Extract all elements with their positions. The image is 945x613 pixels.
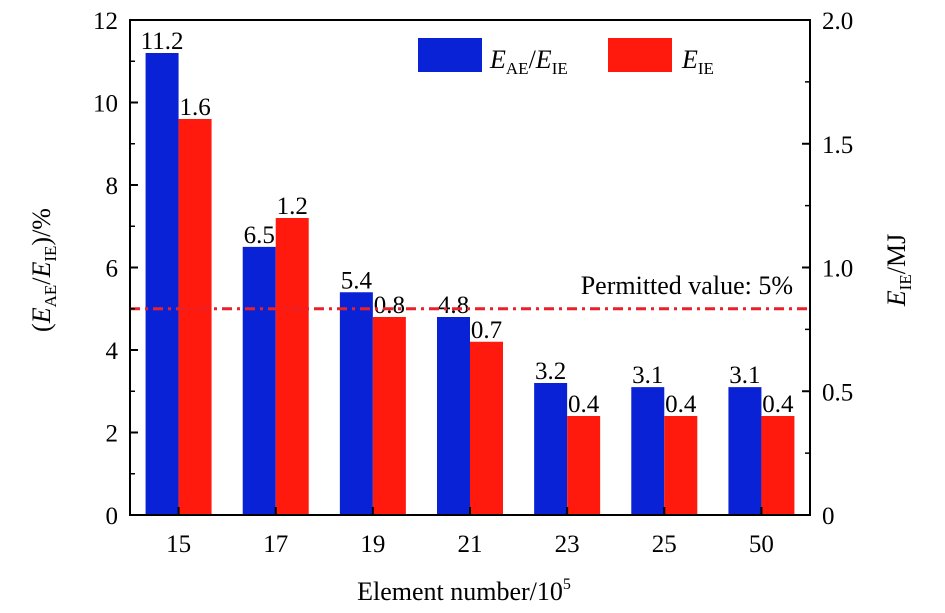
bar-eae-eie-23 <box>534 383 568 515</box>
x-axis-ticks: 15 17 19 21 23 25 50 <box>166 507 774 558</box>
bar-eie-17 <box>275 218 309 515</box>
x-tick-label-23: 23 <box>555 531 580 558</box>
bar-eae-eie-17 <box>242 246 276 515</box>
left-tick-label-12: 12 <box>93 8 118 35</box>
x-tick-label-17: 17 <box>263 531 288 558</box>
legend-swatch-eie <box>608 38 672 72</box>
data-label-eae-eie-50: 3.1 <box>729 362 760 389</box>
bar-eie-50 <box>761 416 795 515</box>
right-tick-label-2.0: 2.0 <box>822 8 853 35</box>
data-labels-layer: 11.21.66.51.25.40.8 4.80.73.20.43.10.43.1… <box>141 28 794 418</box>
right-tick-label-1.5: 1.5 <box>822 132 853 159</box>
x-tick-label-50: 50 <box>749 531 774 558</box>
data-label-eae-eie-19: 5.4 <box>341 267 373 294</box>
bar-eie-23 <box>567 416 601 515</box>
bar-eae-eie-15 <box>145 53 179 515</box>
bars-layer <box>145 53 795 515</box>
left-tick-label-0: 0 <box>106 503 119 530</box>
left-tick-label-8: 8 <box>106 173 119 200</box>
data-label-eae-eie-25: 3.1 <box>632 362 663 389</box>
data-label-eie-50: 0.4 <box>762 391 794 418</box>
bar-eae-eie-21 <box>437 317 470 515</box>
x-tick-label-15: 15 <box>166 531 191 558</box>
data-label-eae-eie-21: 4.8 <box>438 292 469 319</box>
data-label-eae-eie-17: 6.5 <box>244 222 275 249</box>
bar-eie-15 <box>178 119 212 515</box>
left-y-axis-title: (EAE/EIE)/% <box>27 208 60 332</box>
x-axis-title: Element number/105 <box>357 576 571 606</box>
bar-eae-eie-19 <box>339 292 373 515</box>
data-label-eie-25: 0.4 <box>665 391 697 418</box>
bar-eie-25 <box>664 416 698 515</box>
data-label-eie-17: 1.2 <box>277 193 308 220</box>
bar-eae-eie-25 <box>631 387 665 515</box>
left-tick-label-4: 4 <box>106 338 119 365</box>
left-tick-label-10: 10 <box>93 91 118 118</box>
data-label-eie-21: 0.7 <box>471 317 502 344</box>
right-tick-label-0: 0 <box>822 503 835 530</box>
data-label-eae-eie-23: 3.2 <box>535 358 566 385</box>
legend-swatch-eae-eie <box>418 38 482 72</box>
bar-eae-eie-50 <box>728 387 762 515</box>
left-axis-ticks: 0 2 4 6 8 10 12 <box>93 8 138 530</box>
right-y-axis-title: EIE/MJ <box>882 234 915 307</box>
right-axis-ticks: 0 0.5 1.0 1.5 2.0 <box>802 8 853 530</box>
legend-label-eae-eie: EAE/EIE <box>489 45 568 78</box>
bar-eie-21 <box>470 341 503 515</box>
left-tick-label-2: 2 <box>106 421 119 448</box>
x-tick-label-25: 25 <box>652 531 677 558</box>
data-label-eie-23: 0.4 <box>568 391 600 418</box>
x-tick-label-19: 19 <box>360 531 385 558</box>
x-tick-label-21: 21 <box>458 531 483 558</box>
right-tick-label-1.0: 1.0 <box>822 256 853 283</box>
left-tick-label-6: 6 <box>106 256 119 283</box>
data-label-eie-19: 0.8 <box>374 292 405 319</box>
bar-eie-19 <box>372 317 406 515</box>
data-label-eae-eie-15: 11.2 <box>141 28 184 55</box>
right-tick-label-0.5: 0.5 <box>822 379 853 406</box>
legend-label-eie: EIE <box>681 45 714 78</box>
data-label-eie-15: 1.6 <box>179 94 210 121</box>
legend: EAE/EIE EIE <box>418 38 714 78</box>
reference-line-label: Permitted value: 5% <box>581 271 793 300</box>
